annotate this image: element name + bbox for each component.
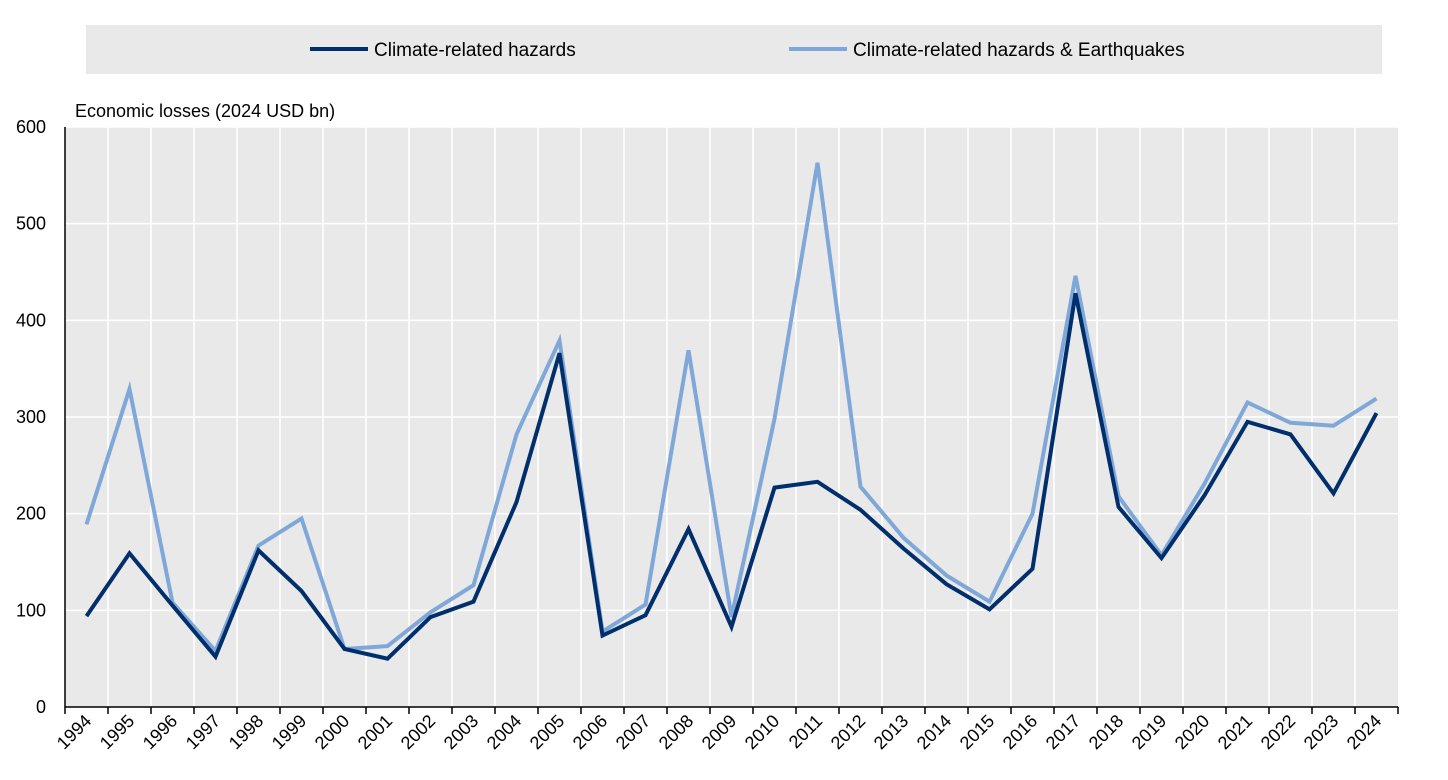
y-tick-labels: 0 100 200 300 400 500 600 — [16, 117, 46, 717]
x-tick-label: 2013 — [870, 711, 912, 753]
y-tick-label: 300 — [16, 407, 46, 427]
x-tick-label: 2012 — [827, 711, 869, 753]
x-tick-label: 2011 — [785, 711, 827, 753]
x-tick-label: 2008 — [655, 711, 697, 753]
y-tick-label: 500 — [16, 214, 46, 234]
x-tick-label: 2014 — [913, 711, 955, 753]
x-tick-labels: 1994 1995 1996 1997 1998 1999 2000 2001 2002 2003… — [53, 711, 1385, 753]
y-axis-label: Economic losses (2024 USD bn) — [75, 101, 335, 121]
x-tick-label: 1994 — [53, 711, 95, 753]
x-tick-label: 1997 — [182, 711, 224, 753]
x-tick-label: 2002 — [397, 711, 439, 753]
y-tick-label: 400 — [16, 310, 46, 330]
series-lines — [84, 162, 1379, 661]
x-tick-label: 2023 — [1300, 711, 1342, 753]
axes — [64, 127, 1399, 714]
x-tick-label: 2004 — [483, 711, 525, 753]
x-tick-label: 2005 — [526, 711, 568, 753]
x-tick-label: 2007 — [612, 711, 654, 753]
x-tick-label: 2021 — [1214, 711, 1256, 753]
x-tick-label: 2024 — [1343, 711, 1385, 753]
x-tick-label: 1998 — [225, 711, 267, 753]
y-tick-label: 200 — [16, 504, 46, 524]
legend-label-climate: Climate-related hazards — [374, 40, 576, 61]
y-tick-label: 0 — [36, 697, 46, 717]
x-tick-label: 2019 — [1128, 711, 1170, 753]
x-tick-label: 2015 — [956, 711, 998, 753]
y-tick-label: 100 — [16, 600, 46, 620]
x-tick-label: 2009 — [698, 711, 740, 753]
x-tick-label: 1999 — [268, 711, 310, 753]
legend-background — [86, 25, 1382, 74]
legend-label-climate-earthquakes: Climate-related hazards & Earthquakes — [853, 40, 1185, 61]
series-line-climate — [84, 292, 1379, 661]
x-tick-label: 2001 — [354, 711, 396, 753]
x-tick-label: 2003 — [440, 711, 482, 753]
x-tick-label: 2022 — [1257, 711, 1299, 753]
x-tick-label: 2006 — [569, 711, 611, 753]
x-tick-label: 2017 — [1042, 711, 1084, 753]
x-tick-label: 1995 — [96, 711, 138, 753]
x-tick-label: 2016 — [999, 711, 1041, 753]
x-tick-label: 2010 — [741, 711, 783, 753]
x-tick-label: 1996 — [139, 711, 181, 753]
x-tick-label: 2020 — [1171, 711, 1213, 753]
x-tick-label: 2018 — [1085, 711, 1127, 753]
x-tick-label: 2000 — [311, 711, 353, 753]
y-tick-label: 600 — [16, 117, 46, 137]
